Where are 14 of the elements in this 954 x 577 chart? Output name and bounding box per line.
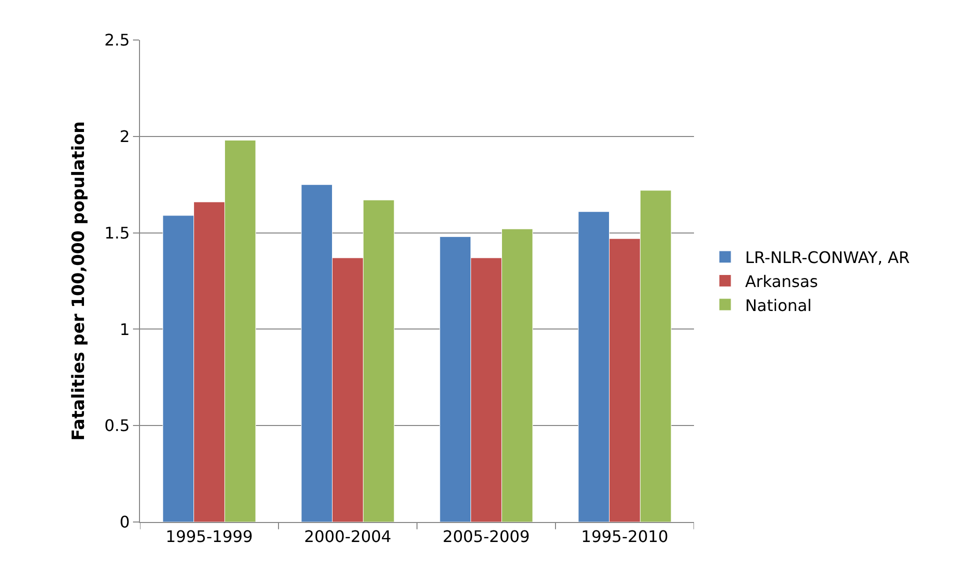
x-tick-label: 1995-2010: [581, 527, 668, 546]
x-tick-label: 2000-2004: [304, 527, 392, 546]
legend-label: National: [745, 296, 812, 315]
y-tick-label: 1: [120, 320, 130, 339]
x-tick-label: 1995-1999: [166, 527, 253, 546]
y-tick-label: 0: [120, 512, 130, 532]
legend-label: LR-NLR-CONWAY, AR: [745, 248, 910, 268]
y-tick-label: 0.5: [104, 416, 130, 436]
y-tick-label: 1.5: [104, 223, 130, 242]
y-axis-title: Fatalities per 100,000 population: [68, 121, 89, 441]
y-tick-label: 2: [120, 127, 130, 146]
legend-label: Arkansas: [745, 272, 818, 291]
y-tick-label: 2.5: [104, 30, 130, 50]
x-tick-label: 2005-2009: [442, 527, 530, 546]
